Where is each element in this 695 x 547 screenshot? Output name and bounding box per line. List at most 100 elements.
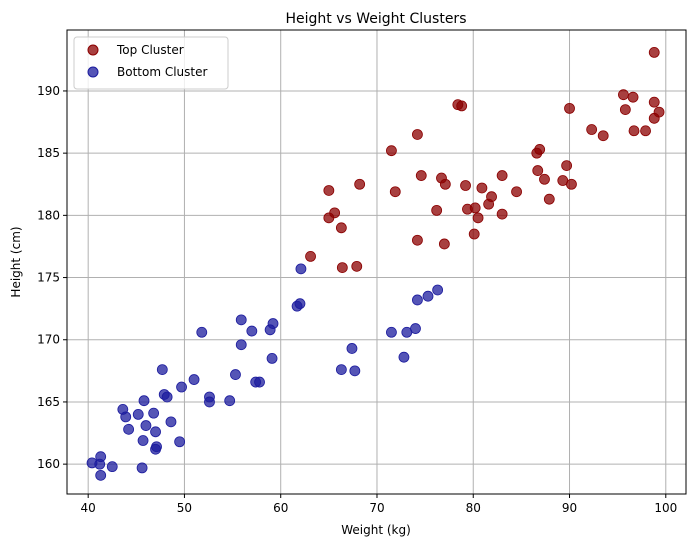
data-point-bottom-cluster: [346, 343, 358, 354]
data-point-bottom-cluster: [123, 423, 135, 435]
y-tick-label: 175: [37, 271, 60, 285]
data-point-bottom-cluster: [398, 351, 410, 363]
legend: Top Cluster Bottom Cluster: [73, 36, 229, 90]
data-point-top-cluster: [586, 124, 598, 135]
data-point-bottom-cluster: [136, 462, 148, 474]
data-point-bottom-cluster: [294, 298, 306, 310]
data-point-bottom-cluster: [156, 364, 168, 376]
data-point-bottom-cluster: [235, 339, 247, 351]
data-point-bottom-cluster: [422, 290, 434, 302]
data-point-top-cluster: [438, 238, 450, 250]
data-point-top-cluster: [531, 147, 543, 159]
y-tick-label: 170: [37, 333, 60, 347]
data-point-bottom-cluster: [432, 284, 444, 296]
series-bottom-cluster: [86, 263, 444, 481]
legend-box: [73, 36, 229, 90]
data-point-bottom-cluster: [176, 381, 187, 393]
data-point-top-cluster: [511, 186, 522, 198]
data-point-bottom-cluster: [188, 374, 200, 385]
data-point-top-cluster: [476, 182, 488, 194]
data-point-top-cluster: [628, 125, 640, 137]
data-point-bottom-cluster: [235, 314, 247, 326]
data-point-bottom-cluster: [224, 395, 236, 407]
y-axis-label: Height (cm): [9, 226, 23, 297]
x-tick-label: 100: [654, 501, 677, 515]
data-point-top-cluster: [354, 178, 366, 190]
data-point-top-cluster: [412, 129, 423, 140]
data-point-bottom-cluster: [140, 420, 152, 431]
data-point-top-cluster: [483, 198, 495, 210]
data-point-bottom-cluster: [204, 396, 215, 408]
data-point-top-cluster: [431, 204, 443, 216]
data-point-bottom-cluster: [138, 395, 150, 407]
data-point-bottom-cluster: [150, 443, 161, 455]
data-point-top-cluster: [386, 145, 397, 157]
grid: [67, 30, 686, 494]
data-point-bottom-cluster: [295, 263, 307, 275]
data-point-bottom-cluster: [106, 461, 118, 473]
data-point-top-cluster: [648, 96, 660, 108]
x-axis-label: Weight (kg): [341, 523, 411, 537]
legend-label-top-cluster: Top Cluster: [116, 43, 184, 57]
x-tick-label: 70: [369, 501, 384, 515]
data-point-bottom-cluster: [254, 376, 265, 388]
data-point-top-cluster: [566, 178, 577, 190]
data-point-top-cluster: [640, 125, 651, 137]
data-point-top-cluster: [496, 170, 508, 181]
data-point-top-cluster: [329, 207, 341, 219]
data-point-top-cluster: [439, 178, 451, 190]
data-point-bottom-cluster: [349, 365, 361, 377]
data-point-top-cluster: [496, 208, 508, 220]
data-point-top-cluster: [460, 180, 471, 191]
x-tick-label: 80: [466, 501, 481, 515]
data-point-top-cluster: [619, 104, 631, 116]
data-point-top-cluster: [335, 222, 347, 234]
data-point-top-cluster: [415, 170, 427, 181]
data-point-bottom-cluster: [148, 407, 160, 419]
y-tick-label: 165: [37, 395, 60, 409]
data-point-top-cluster: [532, 165, 544, 176]
data-point-top-cluster: [462, 203, 473, 215]
data-point-top-cluster: [627, 91, 639, 103]
data-point-top-cluster: [323, 185, 335, 196]
data-point-bottom-cluster: [230, 369, 241, 380]
data-point-bottom-cluster: [386, 326, 397, 338]
data-point-top-cluster: [456, 100, 468, 112]
x-tick-label: 40: [81, 501, 96, 515]
x-tick-label: 50: [177, 501, 192, 515]
data-point-top-cluster: [597, 130, 609, 142]
data-point-top-cluster: [351, 260, 363, 272]
x-tick-label: 90: [562, 501, 577, 515]
data-point-top-cluster: [305, 251, 316, 262]
data-point-top-cluster: [618, 89, 629, 101]
y-axis-ticks: 160 165 170 175 180 185 190: [37, 84, 67, 471]
data-point-bottom-cluster: [165, 416, 177, 428]
data-point-bottom-cluster: [412, 294, 423, 306]
data-point-bottom-cluster: [132, 408, 144, 420]
x-tick-label: 60: [273, 501, 288, 515]
data-point-top-cluster: [468, 228, 480, 240]
y-tick-label: 185: [37, 146, 60, 160]
data-point-bottom-cluster: [161, 391, 173, 403]
y-tick-label: 180: [37, 208, 60, 222]
data-point-top-cluster: [336, 262, 348, 273]
data-point-top-cluster: [389, 186, 401, 198]
legend-marker-top-cluster: [87, 44, 99, 56]
data-point-bottom-cluster: [174, 436, 186, 448]
chart-title: Height vs Weight Clusters: [286, 11, 467, 27]
data-point-bottom-cluster: [246, 325, 258, 337]
data-point-top-cluster: [561, 160, 573, 171]
data-point-top-cluster: [539, 173, 550, 185]
data-point-bottom-cluster: [150, 426, 161, 438]
legend-label-bottom-cluster: Bottom Cluster: [117, 65, 207, 79]
data-point-top-cluster: [412, 234, 423, 246]
data-point-top-cluster: [564, 102, 575, 114]
data-point-top-cluster: [648, 112, 660, 124]
data-point-bottom-cluster: [410, 323, 421, 334]
data-point-bottom-cluster: [137, 435, 149, 446]
data-point-bottom-cluster: [264, 324, 276, 336]
data-point-top-cluster: [472, 212, 484, 224]
data-point-bottom-cluster: [196, 326, 208, 338]
data-point-top-cluster: [543, 193, 555, 205]
